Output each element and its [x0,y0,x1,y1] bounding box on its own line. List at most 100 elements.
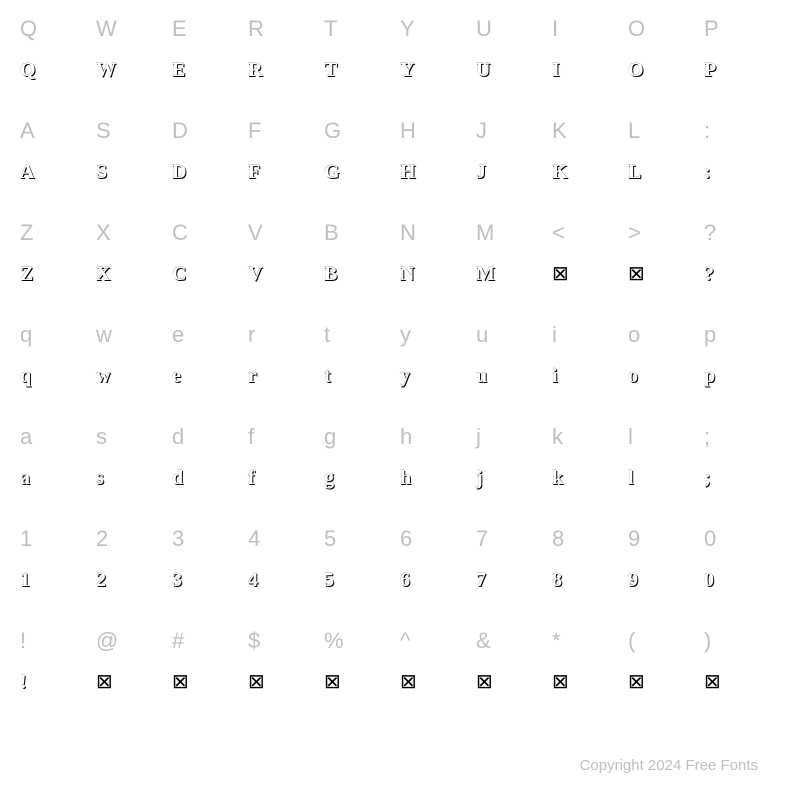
glyph-cell: NN [400,220,476,316]
font-glyph: T [324,60,337,80]
font-glyph: g [324,468,334,488]
glyph-cell: rr [248,322,324,418]
font-glyph: p [704,366,715,386]
font-glyph: q [20,366,31,386]
glyph-cell: dd [172,424,248,520]
font-glyph: I [552,60,560,80]
font-glyph: ! [20,672,27,692]
reference-char: > [628,220,641,246]
font-glyph: ⊠ [628,264,645,284]
glyph-cell: !! [20,628,96,724]
font-glyph: P [704,60,716,80]
reference-char: 0 [704,526,717,552]
reference-char: r [248,322,256,348]
font-glyph: ⊠ [476,672,493,692]
font-glyph: U [476,60,490,80]
font-glyph: D [172,162,186,182]
glyph-cell: )⊠ [704,628,780,724]
glyph-cell: #⊠ [172,628,248,724]
reference-char: e [172,322,185,348]
reference-char: y [400,322,412,348]
font-glyph: ? [704,264,714,284]
reference-char: w [96,322,112,348]
glyph-cell: uu [476,322,552,418]
font-glyph: ⊠ [96,672,113,692]
reference-char: : [704,118,711,144]
font-glyph: E [172,60,185,80]
glyph-cell: ;; [704,424,780,520]
glyph-cell: tt [324,322,400,418]
reference-char: M [476,220,495,246]
glyph-cell: 22 [96,526,172,622]
font-glyph: C [172,264,186,284]
reference-char: F [248,118,262,144]
font-glyph: S [96,162,107,182]
glyph-cell: &⊠ [476,628,552,724]
font-glyph: O [628,60,644,80]
reference-char: H [400,118,416,144]
glyph-cell: yy [400,322,476,418]
font-glyph: 9 [628,570,638,590]
font-glyph: Y [400,60,414,80]
font-glyph: M [476,264,495,284]
reference-char: @ [96,628,119,654]
glyph-cell: 77 [476,526,552,622]
font-glyph: d [172,468,183,488]
font-glyph: 2 [96,570,106,590]
font-glyph: u [476,366,487,386]
glyph-cell: TT [324,16,400,112]
font-glyph: e [172,366,181,386]
reference-char: W [96,16,117,42]
reference-char: % [324,628,344,654]
reference-char: Z [20,220,34,246]
glyph-cell: <⊠ [552,220,628,316]
copyright-footer: Copyright 2024 Free Fonts [580,757,758,774]
glyph-cell: PP [704,16,780,112]
font-glyph: s [96,468,104,488]
font-glyph: 1 [20,570,30,590]
reference-char: o [628,322,641,348]
font-glyph: J [476,162,486,182]
glyph-cell: VV [248,220,324,316]
reference-char: & [476,628,491,654]
glyph-cell: KK [552,118,628,214]
glyph-cell: ee [172,322,248,418]
reference-char: U [476,16,492,42]
font-glyph: K [552,162,568,182]
font-glyph: W [96,60,116,80]
font-glyph: o [628,366,638,386]
font-glyph: X [96,264,110,284]
reference-char: 8 [552,526,565,552]
font-glyph: h [400,468,411,488]
reference-char: ) [704,628,712,654]
glyph-cell: (⊠ [628,628,704,724]
glyph-cell: OO [628,16,704,112]
glyph-cell: hh [400,424,476,520]
reference-char: ( [628,628,636,654]
glyph-cell: HH [400,118,476,214]
glyph-cell: :: [704,118,780,214]
glyph-cell: ?? [704,220,780,316]
font-glyph: R [248,60,262,80]
font-glyph: k [552,468,563,488]
font-glyph: 0 [704,570,714,590]
reference-char: J [476,118,488,144]
font-glyph: j [476,468,483,488]
glyph-cell: BB [324,220,400,316]
font-glyph: y [400,366,410,386]
glyph-cell: AA [20,118,96,214]
reference-char: g [324,424,337,450]
glyph-cell: ff [248,424,324,520]
reference-char: E [172,16,187,42]
reference-char: A [20,118,35,144]
glyph-cell: RR [248,16,324,112]
font-glyph: : [704,162,711,182]
font-glyph: a [20,468,30,488]
reference-char: s [96,424,108,450]
reference-char: u [476,322,489,348]
font-glyph: ⊠ [628,672,645,692]
reference-char: I [552,16,559,42]
reference-char: $ [248,628,261,654]
reference-char: * [552,628,561,654]
font-glyph: B [324,264,337,284]
